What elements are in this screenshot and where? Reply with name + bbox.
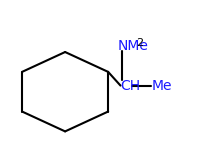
Text: Me: Me [152,79,173,93]
Text: 2: 2 [136,38,143,48]
Text: NMe: NMe [118,39,148,53]
Text: CH: CH [121,79,141,93]
